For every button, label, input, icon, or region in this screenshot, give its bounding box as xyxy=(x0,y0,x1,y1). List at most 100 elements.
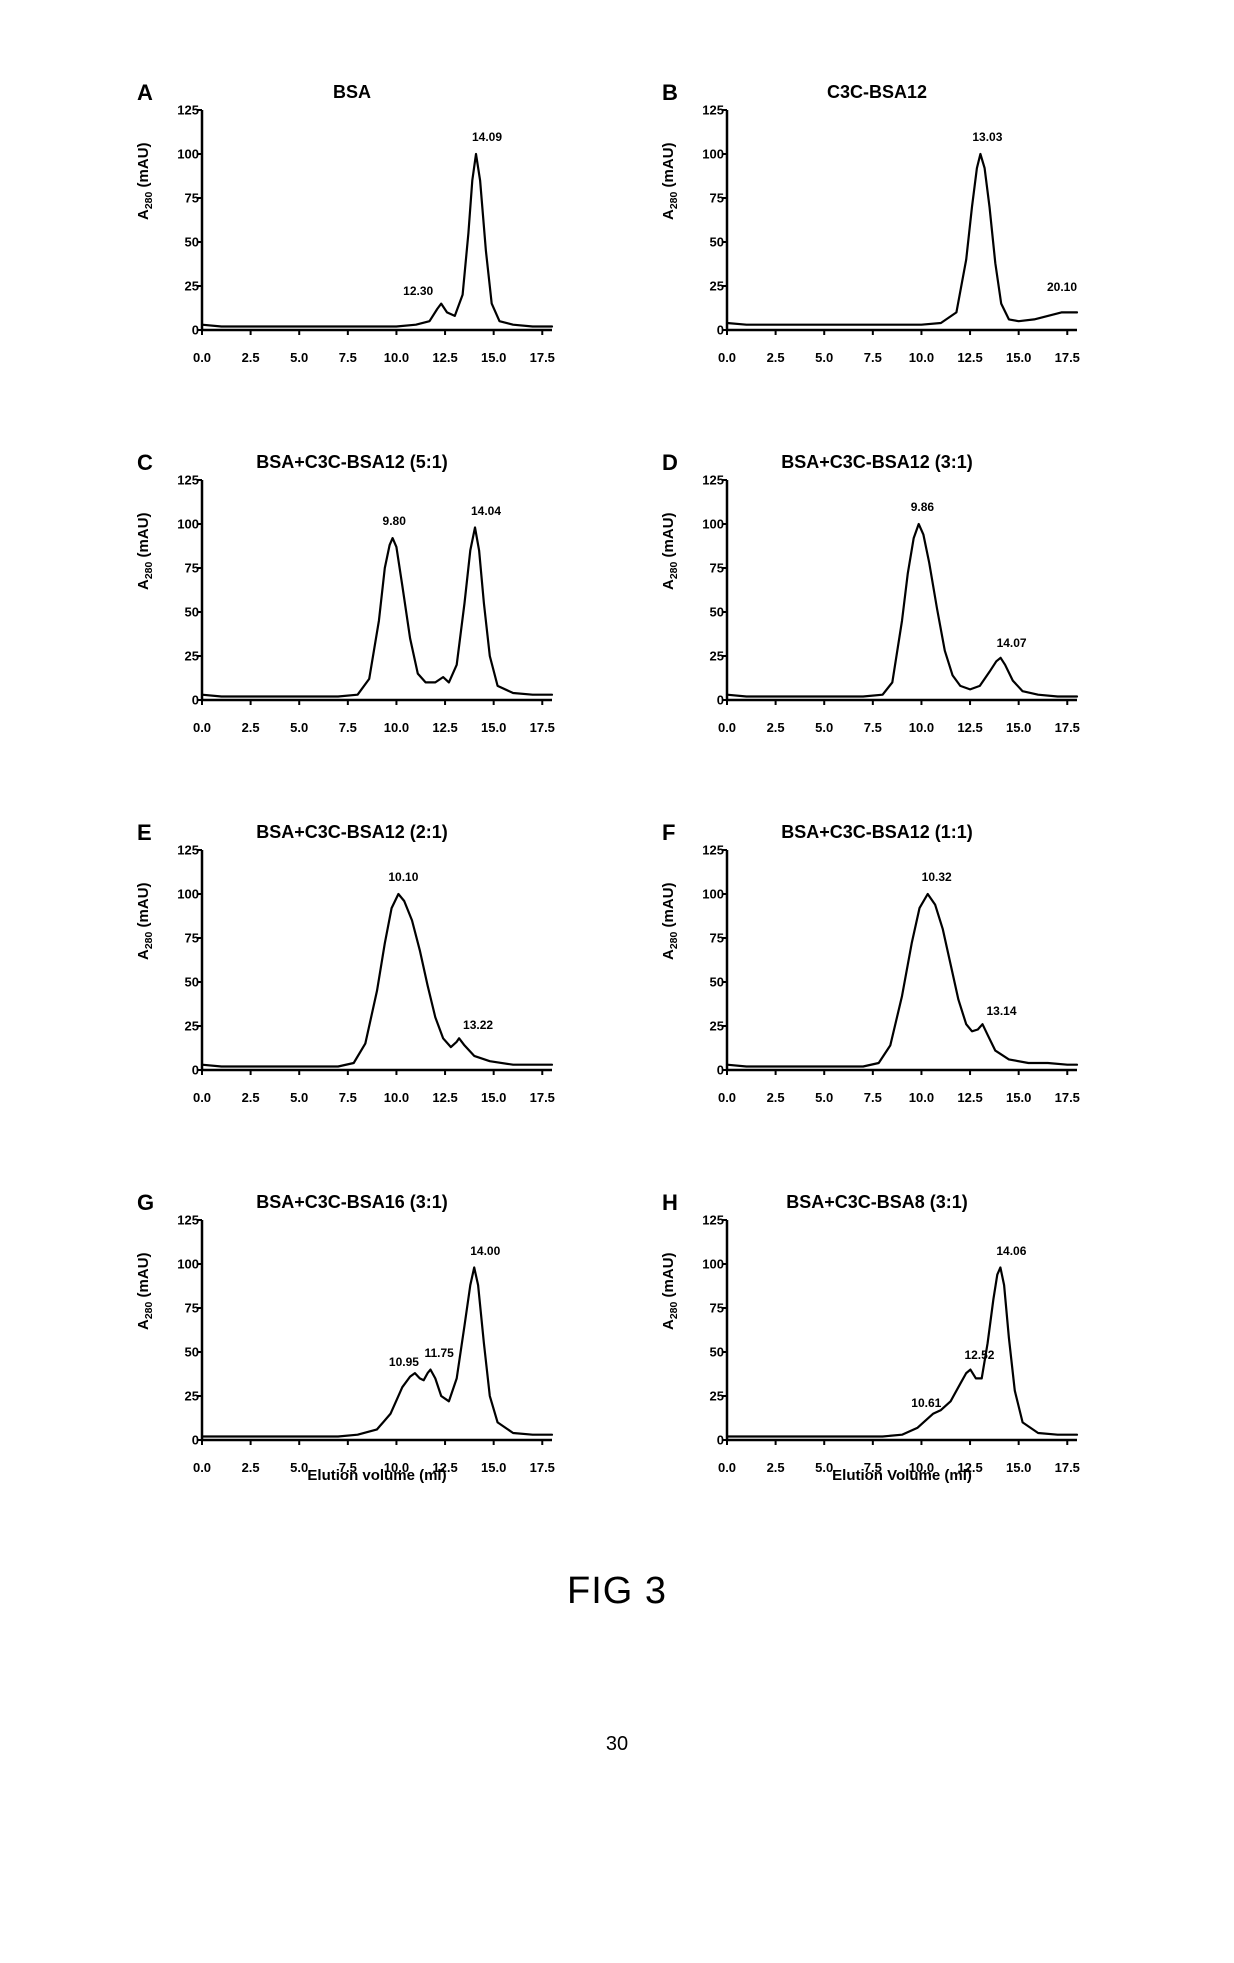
peak-label: 13.03 xyxy=(972,130,1002,144)
x-tick: 15.0 xyxy=(481,1090,506,1105)
panel-c: CBSA+C3C-BSA12 (5:1)A280 (mAU)0255075100… xyxy=(137,450,567,750)
x-tick: 7.5 xyxy=(864,350,882,365)
peak-label: 10.32 xyxy=(922,870,952,884)
y-tick: 75 xyxy=(694,931,724,946)
x-tick: 12.5 xyxy=(957,720,982,735)
x-tick: 10.0 xyxy=(909,720,934,735)
y-axis-label: A280 (mAU) xyxy=(660,142,680,220)
y-tick: 0 xyxy=(694,1433,724,1448)
peak-label: 9.80 xyxy=(383,514,406,528)
y-tick: 125 xyxy=(694,473,724,488)
peak-label: 9.86 xyxy=(911,500,934,514)
peak-label: 10.95 xyxy=(389,1355,419,1369)
x-tick: 15.0 xyxy=(481,720,506,735)
x-axis-label: Elution Volume (ml) xyxy=(727,1467,1077,1484)
x-tick: 0.0 xyxy=(718,1090,736,1105)
panel-g: GBSA+C3C-BSA16 (3:1)A280 (mAU)0255075100… xyxy=(137,1190,567,1490)
x-tick: 5.0 xyxy=(290,720,308,735)
peak-label: 14.04 xyxy=(471,504,501,518)
x-tick: 15.0 xyxy=(1006,1090,1031,1105)
y-tick: 25 xyxy=(169,1389,199,1404)
panel-title: BSA+C3C-BSA16 (3:1) xyxy=(137,1192,567,1213)
y-tick: 100 xyxy=(169,517,199,532)
x-tick: 12.5 xyxy=(957,1090,982,1105)
y-tick: 0 xyxy=(169,693,199,708)
peak-label: 14.06 xyxy=(996,1244,1026,1258)
chart-area: 13.0320.10 xyxy=(727,110,1077,330)
x-tick: 12.5 xyxy=(432,350,457,365)
x-tick: 7.5 xyxy=(339,350,357,365)
peak-label: 14.09 xyxy=(472,130,502,144)
x-tick: 17.5 xyxy=(1055,350,1080,365)
y-tick: 125 xyxy=(694,103,724,118)
page-number: 30 xyxy=(60,1733,1174,1756)
panel-b: BC3C-BSA12A280 (mAU)025507510012513.0320… xyxy=(662,80,1092,380)
y-tick: 50 xyxy=(169,235,199,250)
x-tick: 7.5 xyxy=(339,720,357,735)
peak-label: 10.10 xyxy=(388,870,418,884)
panel-f: FBSA+C3C-BSA12 (1:1)A280 (mAU)0255075100… xyxy=(662,820,1092,1120)
y-tick: 25 xyxy=(169,279,199,294)
y-tick: 50 xyxy=(694,605,724,620)
panel-title: BSA xyxy=(137,82,567,103)
y-axis-label: A280 (mAU) xyxy=(660,1252,680,1330)
panel-title: BSA+C3C-BSA8 (3:1) xyxy=(662,1192,1092,1213)
y-tick: 125 xyxy=(694,843,724,858)
chart-area: 9.8614.07 xyxy=(727,480,1077,700)
panel-title: BSA+C3C-BSA12 (1:1) xyxy=(662,822,1092,843)
peak-label: 10.61 xyxy=(911,1396,941,1410)
y-tick: 0 xyxy=(169,323,199,338)
chart-area: 10.95 11.75 14.00 xyxy=(202,1220,552,1440)
y-tick: 50 xyxy=(169,975,199,990)
x-tick: 10.0 xyxy=(384,720,409,735)
x-tick: 10.0 xyxy=(384,350,409,365)
x-tick: 10.0 xyxy=(909,1090,934,1105)
x-tick: 15.0 xyxy=(1006,350,1031,365)
x-tick: 15.0 xyxy=(1006,720,1031,735)
y-tick: 100 xyxy=(169,887,199,902)
x-tick: 2.5 xyxy=(767,1090,785,1105)
peak-label: 12.30 xyxy=(403,284,433,298)
peak-label: 13.22 xyxy=(463,1018,493,1032)
x-tick: 5.0 xyxy=(815,1090,833,1105)
y-tick: 0 xyxy=(694,1063,724,1078)
peak-label: 14.00 xyxy=(470,1244,500,1258)
x-tick: 0.0 xyxy=(193,1090,211,1105)
y-tick: 75 xyxy=(169,931,199,946)
x-tick: 17.5 xyxy=(1055,1090,1080,1105)
y-tick: 25 xyxy=(694,1019,724,1034)
chart-area: 12.30 14.09 xyxy=(202,110,552,330)
x-tick: 15.0 xyxy=(481,350,506,365)
peak-label: 11.75 xyxy=(424,1346,453,1360)
y-tick: 25 xyxy=(694,649,724,664)
x-tick: 7.5 xyxy=(864,720,882,735)
x-tick: 5.0 xyxy=(290,1090,308,1105)
chart-area: 10.3213.14 xyxy=(727,850,1077,1070)
x-tick: 17.5 xyxy=(530,1090,555,1105)
x-tick: 0.0 xyxy=(718,350,736,365)
y-axis-label: A280 (mAU) xyxy=(135,882,155,960)
panel-h: HBSA+C3C-BSA8 (3:1)A280 (mAU)02550751001… xyxy=(662,1190,1092,1490)
panel-d: DBSA+C3C-BSA12 (3:1)A280 (mAU)0255075100… xyxy=(662,450,1092,750)
y-tick: 50 xyxy=(694,975,724,990)
x-tick: 2.5 xyxy=(767,720,785,735)
x-tick: 0.0 xyxy=(718,720,736,735)
y-axis-label: A280 (mAU) xyxy=(660,882,680,960)
x-tick: 7.5 xyxy=(864,1090,882,1105)
y-tick: 125 xyxy=(694,1213,724,1228)
x-tick: 2.5 xyxy=(767,350,785,365)
y-tick: 100 xyxy=(169,147,199,162)
x-axis-label: Elution volume (ml) xyxy=(202,1467,552,1484)
x-tick: 5.0 xyxy=(815,350,833,365)
x-tick: 5.0 xyxy=(815,720,833,735)
x-tick: 0.0 xyxy=(193,350,211,365)
figure-grid: ABSAA280 (mAU)025507510012512.3014.090.0… xyxy=(137,80,1097,1490)
y-tick: 125 xyxy=(169,103,199,118)
y-tick: 25 xyxy=(169,1019,199,1034)
y-tick: 25 xyxy=(694,1389,724,1404)
y-tick: 50 xyxy=(169,1345,199,1360)
y-tick: 100 xyxy=(694,517,724,532)
y-tick: 75 xyxy=(694,1301,724,1316)
panel-title: C3C-BSA12 xyxy=(662,82,1092,103)
x-tick: 12.5 xyxy=(957,350,982,365)
